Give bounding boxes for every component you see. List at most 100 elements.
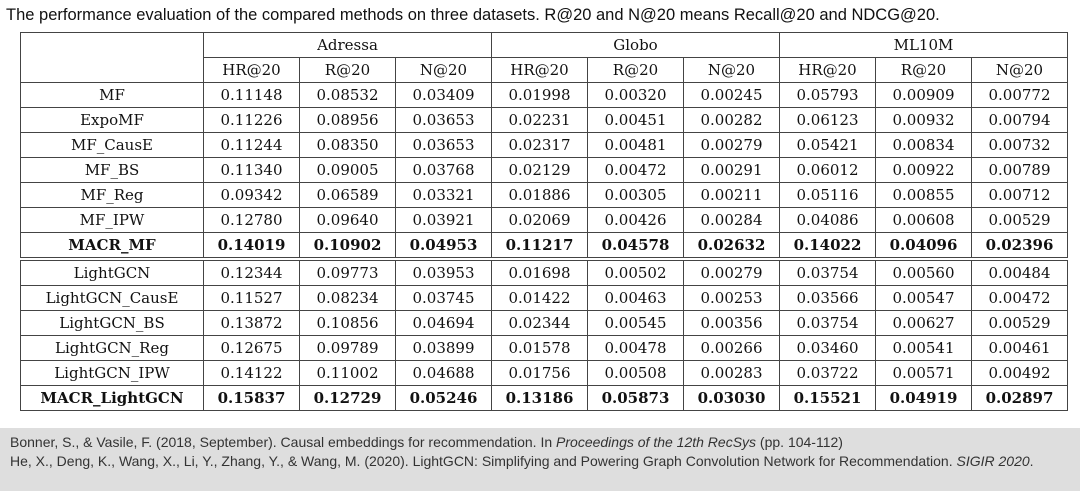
- value-cell: 0.12344: [203, 257, 300, 286]
- data-row: MF_BS 0.11340 0.09005 0.03768 0.02129 0.00472…: [20, 157, 1068, 183]
- value-cell: 0.00529: [971, 207, 1068, 233]
- value-cell: 0.06012: [779, 157, 876, 183]
- data-row: MF 0.11148 0.08532 0.03409 0.01998 0.00320 0.0…: [20, 82, 1068, 108]
- header-row: Adressa Globo ML10M: [20, 32, 1068, 83]
- value-cell: 0.11527: [203, 285, 300, 311]
- value-cell: 0.00284: [683, 207, 780, 233]
- metric-header: HR@20: [779, 57, 876, 83]
- value-cell: 0.00545: [587, 310, 684, 336]
- value-cell: 0.09640: [299, 207, 396, 233]
- value-cell: 0.00461: [971, 335, 1068, 361]
- method-cell: LightGCN_IPW: [20, 360, 204, 386]
- value-cell: 0.00266: [683, 335, 780, 361]
- data-row: MF_IPW 0.12780 0.09640 0.03921 0.02069 0.0042…: [20, 207, 1068, 233]
- value-cell: 0.03768: [395, 157, 492, 183]
- value-cell: 0.03745: [395, 285, 492, 311]
- row-group: MF 0.11148 0.08532 0.03409 0.01998 0.00320 0.0…: [20, 82, 1068, 260]
- reference: He, X., Deng, K., Wang, X., Li, Y., Zhan…: [10, 452, 1080, 471]
- data-row: LightGCN 0.12344 0.09773 0.03953 0.01698 0.00…: [20, 257, 1068, 286]
- value-cell: 0.00932: [875, 107, 972, 133]
- value-cell: 0.09342: [203, 182, 300, 208]
- value-cell: 0.03030: [683, 385, 780, 411]
- value-cell: 0.02231: [491, 107, 588, 133]
- method-cell: LightGCN: [20, 257, 204, 286]
- value-cell: 0.02632: [683, 232, 780, 260]
- reference: Bonner, S., & Vasile, F. (2018, Septembe…: [10, 433, 1080, 452]
- value-cell: 0.11217: [491, 232, 588, 260]
- reference-venue: SIGIR 2020: [956, 452, 1030, 469]
- metric-header: N@20: [395, 57, 492, 83]
- value-cell: 0.00481: [587, 132, 684, 158]
- value-cell: 0.00571: [875, 360, 972, 386]
- value-cell: 0.09789: [299, 335, 396, 361]
- reference-text: .: [1029, 452, 1034, 469]
- method-cell: MF_Reg: [20, 182, 204, 208]
- value-cell: 0.00356: [683, 310, 780, 336]
- value-cell: 0.00320: [587, 82, 684, 108]
- value-cell: 0.00291: [683, 157, 780, 183]
- value-cell: 0.14019: [203, 232, 300, 260]
- metric-header: N@20: [683, 57, 780, 83]
- data-row: MACR_LightGCN 0.15837 0.12729 0.05246 0.1318…: [20, 385, 1068, 411]
- value-cell: 0.00794: [971, 107, 1068, 133]
- value-cell: 0.04688: [395, 360, 492, 386]
- value-cell: 0.13186: [491, 385, 588, 411]
- value-cell: 0.04578: [587, 232, 684, 260]
- value-cell: 0.00492: [971, 360, 1068, 386]
- metric-header: N@20: [971, 57, 1068, 83]
- value-cell: 0.01422: [491, 285, 588, 311]
- metric-header: R@20: [875, 57, 972, 83]
- value-cell: 0.04919: [875, 385, 972, 411]
- method-cell: MACR_MF: [20, 232, 204, 260]
- value-cell: 0.03754: [779, 310, 876, 336]
- value-cell: 0.11340: [203, 157, 300, 183]
- references: Bonner, S., & Vasile, F. (2018, Septembe…: [0, 428, 1080, 491]
- value-cell: 0.03899: [395, 335, 492, 361]
- dataset-header: ML10M: [779, 32, 1068, 58]
- reference-text: (pp. 104-112): [756, 434, 843, 450]
- value-cell: 0.05421: [779, 132, 876, 158]
- value-cell: 0.00712: [971, 182, 1068, 208]
- value-cell: 0.04086: [779, 207, 876, 233]
- value-cell: 0.01698: [491, 257, 588, 286]
- method-cell: LightGCN_BS: [20, 310, 204, 336]
- results-table: Adressa Globo ML10M HR@20 R@20 N@20 HR@20 R@20 N…: [20, 32, 1068, 411]
- value-cell: 0.00472: [587, 157, 684, 183]
- value-cell: 0.00608: [875, 207, 972, 233]
- value-cell: 0.00560: [875, 257, 972, 286]
- value-cell: 0.00283: [683, 360, 780, 386]
- value-cell: 0.02129: [491, 157, 588, 183]
- value-cell: 0.03754: [779, 257, 876, 286]
- value-cell: 0.00279: [683, 132, 780, 158]
- value-cell: 0.00305: [587, 182, 684, 208]
- value-cell: 0.00451: [587, 107, 684, 133]
- corner-cell: [20, 32, 204, 83]
- value-cell: 0.00211: [683, 182, 780, 208]
- value-cell: 0.10856: [299, 310, 396, 336]
- value-cell: 0.05873: [587, 385, 684, 411]
- value-cell: 0.00253: [683, 285, 780, 311]
- value-cell: 0.05793: [779, 82, 876, 108]
- value-cell: 0.03566: [779, 285, 876, 311]
- data-row: MACR_MF 0.14019 0.10902 0.04953 0.11217 0.045…: [20, 232, 1068, 260]
- value-cell: 0.11226: [203, 107, 300, 133]
- value-cell: 0.10902: [299, 232, 396, 260]
- reference-venue: Proceedings of the 12th RecSys: [556, 434, 757, 450]
- value-cell: 0.09005: [299, 157, 396, 183]
- value-cell: 0.08350: [299, 132, 396, 158]
- method-cell: ExpoMF: [20, 107, 204, 133]
- value-cell: 0.00502: [587, 257, 684, 286]
- value-cell: 0.14022: [779, 232, 876, 260]
- value-cell: 0.02396: [971, 232, 1068, 260]
- value-cell: 0.00472: [971, 285, 1068, 311]
- header-row: HR@20 R@20 N@20 HR@20 R@20 N@20 HR@20 R@20 N@20: [21, 57, 1068, 83]
- method-cell: MF: [20, 82, 204, 108]
- data-row: MF_Reg 0.09342 0.06589 0.03321 0.01886 0.0030…: [20, 182, 1068, 208]
- value-cell: 0.00279: [683, 257, 780, 286]
- data-row: ExpoMF 0.11226 0.08956 0.03653 0.02231 0.0045…: [20, 107, 1068, 133]
- value-cell: 0.00547: [875, 285, 972, 311]
- value-cell: 0.00789: [971, 157, 1068, 183]
- value-cell: 0.03653: [395, 132, 492, 158]
- value-cell: 0.00909: [875, 82, 972, 108]
- data-row: MF_CausE 0.11244 0.08350 0.03653 0.02317 0.00…: [20, 132, 1068, 158]
